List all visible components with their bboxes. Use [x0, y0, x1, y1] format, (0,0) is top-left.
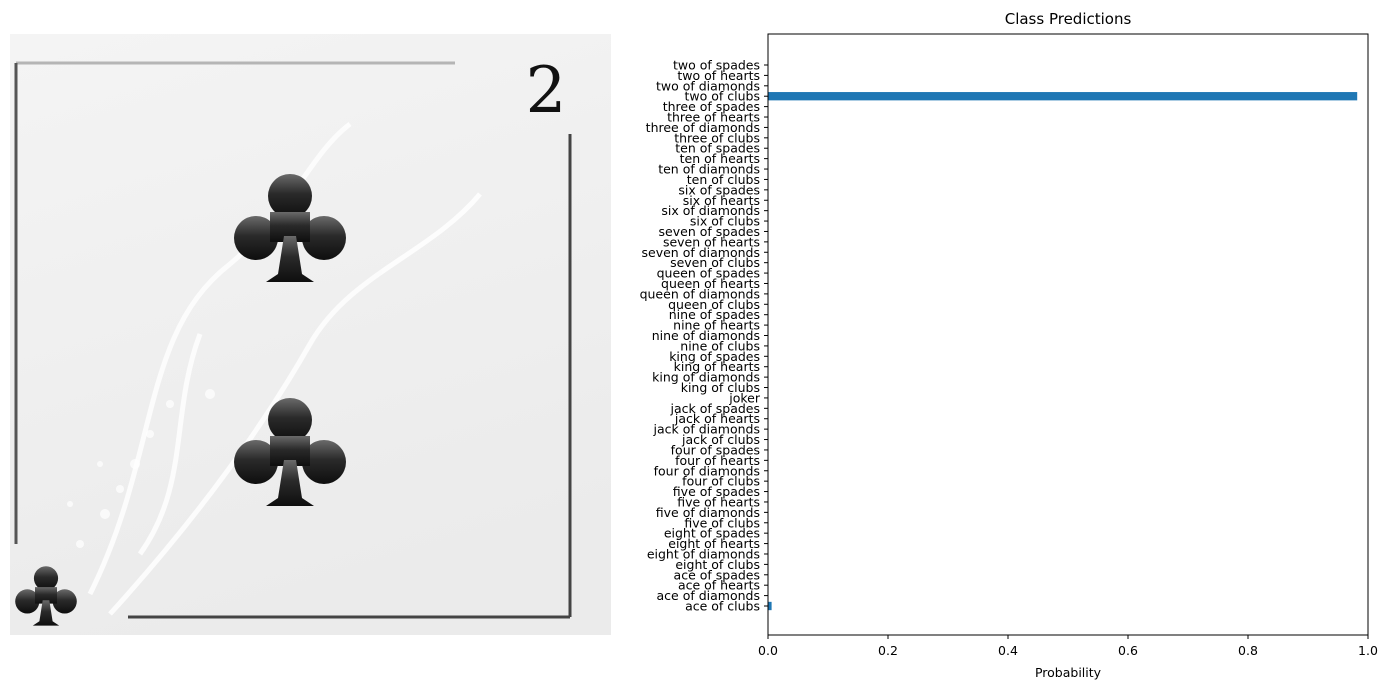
y-tick-label: three of clubs [674, 130, 760, 145]
x-tick-label: 0.8 [1238, 643, 1258, 658]
y-tick-label: king of spades [669, 349, 760, 364]
y-tick-label: queen of diamonds [640, 286, 760, 301]
card-decoration [87, 122, 482, 616]
card-drawing: 2 [10, 34, 611, 635]
y-tick-label: six of diamonds [661, 203, 760, 218]
y-tick-label: four of clubs [682, 474, 760, 489]
y-tick-label: ten of clubs [687, 172, 760, 187]
bars-layer [768, 92, 1358, 611]
y-tick-label: seven of hearts [663, 234, 760, 249]
y-tick-label: nine of hearts [673, 318, 760, 333]
y-tick-label: seven of clubs [670, 255, 760, 270]
y-tick-label: eight of diamonds [647, 546, 760, 561]
y-tick-label: eight of clubs [675, 557, 760, 572]
y-tick-label: four of diamonds [654, 463, 760, 478]
y-tick-label: jack of diamonds [652, 422, 760, 437]
y-tick-label: ace of diamonds [657, 588, 760, 603]
y-tick-label: nine of clubs [680, 338, 760, 353]
y-tick-label: two of hearts [677, 68, 760, 83]
y-tick-label: jack of hearts [674, 411, 760, 426]
y-tick-label: seven of diamonds [642, 245, 760, 260]
y-tick-label: four of spades [671, 442, 760, 457]
y-tick-label: eight of hearts [668, 536, 760, 551]
plot-frame [767, 33, 1369, 636]
y-tick-label: queen of spades [657, 266, 760, 281]
x-tick-label: 0.6 [1118, 643, 1138, 658]
y-tick-label: king of hearts [674, 359, 760, 374]
y-tick-label: two of clubs [685, 89, 760, 104]
card-rank-label: 2 [526, 54, 567, 128]
y-tick-label: queen of hearts [661, 276, 760, 291]
x-axis-label: Probability [1035, 665, 1102, 680]
y-tick-label: seven of spades [659, 224, 760, 239]
card-image: 2 [10, 34, 611, 635]
y-tick-label: king of clubs [681, 380, 760, 395]
y-tick-label: queen of clubs [668, 297, 760, 312]
y-tick-label: ten of hearts [680, 151, 760, 166]
y-tick-label: six of clubs [690, 214, 760, 229]
y-tick-label: nine of diamonds [652, 328, 760, 343]
x-tick-label: 1.0 [1358, 643, 1378, 658]
y-tick-label: five of hearts [677, 494, 760, 509]
bar [768, 92, 1358, 101]
y-tick-label: jack of clubs [681, 432, 760, 447]
y-tick-label: two of spades [673, 58, 760, 73]
y-tick-label: four of hearts [675, 453, 760, 468]
y-tick-label: six of hearts [683, 193, 760, 208]
y-tick-label: ace of hearts [678, 578, 760, 593]
x-tick-label: 0.4 [998, 643, 1018, 658]
y-tick-label: eight of spades [664, 526, 760, 541]
y-tick-label: ace of clubs [685, 599, 760, 614]
y-tick-label: nine of spades [669, 307, 760, 322]
y-tick-label: two of diamonds [656, 78, 760, 93]
x-tick-label: 0.0 [758, 643, 778, 658]
y-tick-label: joker [728, 390, 761, 405]
card-background [10, 34, 611, 635]
y-tick-label: six of spades [678, 182, 760, 197]
y-tick-label: ten of spades [675, 141, 760, 156]
y-tick-label: five of spades [673, 484, 760, 499]
y-tick-label: ten of diamonds [658, 162, 760, 177]
y-tick-label: ace of spades [674, 567, 760, 582]
y-tick-label: five of clubs [684, 515, 760, 530]
x-tick-label: 0.2 [878, 643, 898, 658]
y-tick-label: three of diamonds [646, 120, 760, 135]
y-tick-label: five of diamonds [656, 505, 760, 520]
chart-title: Class Predictions [1005, 10, 1132, 28]
y-tick-label: jack of spades [670, 401, 760, 416]
y-tick-label: three of hearts [667, 110, 760, 125]
card-dots [67, 389, 215, 548]
x-axis-ticks: 0.0 0.2 0.4 0.6 0.8 1.0 [758, 635, 1378, 658]
bar [768, 601, 772, 611]
y-tick-label: three of spades [663, 99, 760, 114]
y-tick-label: king of diamonds [652, 370, 760, 385]
